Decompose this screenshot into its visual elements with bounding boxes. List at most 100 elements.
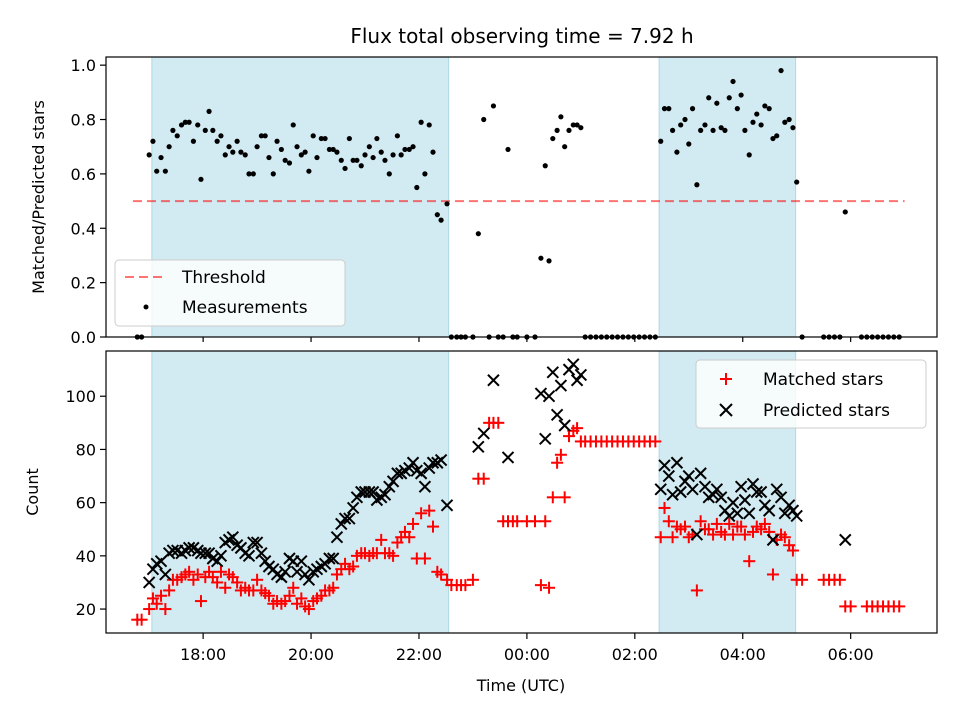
predicted-star-point — [743, 507, 756, 520]
legend-predicted-label: Predicted stars — [763, 401, 890, 421]
matched-star-point — [327, 581, 340, 594]
matched-star-point — [796, 573, 809, 586]
matched-star-point — [662, 515, 675, 528]
matched-star-point — [251, 573, 264, 586]
measurement-point — [570, 122, 576, 128]
measurement-point — [438, 217, 444, 223]
predicted-star-point — [295, 554, 308, 568]
predicted-star-point — [778, 507, 792, 520]
measurement-point — [382, 157, 388, 163]
measurement-point — [562, 144, 568, 150]
measurement-point — [426, 122, 432, 128]
top-legend-box — [114, 259, 346, 327]
matched-star-point — [844, 600, 857, 613]
measurement-point — [310, 133, 316, 139]
measurement-point — [742, 127, 748, 133]
top-y-tick-label: 0.6 — [71, 165, 96, 184]
predicted-stars-series — [142, 358, 852, 589]
matched-star-point — [679, 520, 692, 533]
predicted-star-point — [839, 533, 852, 547]
predicted-star-point — [766, 533, 780, 547]
predicted-star-point — [166, 544, 180, 557]
predicted-star-point — [714, 491, 728, 504]
measurement-point — [154, 168, 160, 174]
measurement-point — [254, 144, 260, 150]
measurement-point — [566, 127, 572, 133]
measurement-point — [366, 144, 372, 150]
measurement-point — [262, 133, 268, 139]
matched-star-point — [231, 576, 244, 589]
matched-star-point — [211, 576, 224, 589]
predicted-star-point — [554, 379, 568, 392]
matched-star-point — [418, 552, 431, 565]
matched-star-point — [219, 581, 232, 594]
bottom-legend: Matched stars Predicted stars — [695, 359, 927, 429]
measurement-point — [358, 163, 364, 169]
measurement-point — [554, 127, 560, 133]
predicted-star-point — [226, 531, 240, 544]
matched-star-point — [375, 533, 388, 546]
matched-star-point — [347, 560, 360, 573]
measurement-point — [762, 103, 768, 109]
measurement-point — [286, 160, 293, 166]
x-tick-label: 02:00 — [612, 645, 658, 664]
measurement-point — [430, 149, 436, 155]
matched-star-point — [543, 581, 556, 594]
measurement-point — [306, 168, 312, 174]
matched-star-point — [551, 456, 564, 469]
measurement-point — [174, 133, 180, 139]
predicted-star-point — [343, 512, 356, 525]
matched-star-point — [143, 603, 156, 616]
predicted-star-point — [542, 390, 556, 403]
measurement-point — [354, 157, 360, 163]
matched-star-point — [658, 501, 671, 514]
measurement-point — [750, 119, 756, 125]
measurement-point — [546, 258, 552, 264]
matched-star-point — [283, 589, 296, 602]
predicted-star-point — [567, 358, 580, 371]
predicted-star-point — [690, 528, 704, 541]
predicted-star-point — [338, 512, 352, 525]
measurement-point — [689, 106, 696, 112]
predicted-star-point — [694, 467, 707, 480]
predicted-star-point — [330, 531, 344, 544]
measurement-point — [505, 146, 511, 153]
predicted-star-point — [550, 408, 564, 422]
matched-star-point — [477, 472, 490, 485]
measurement-point — [722, 127, 728, 133]
predicted-star-point — [414, 467, 428, 480]
measurement-point — [270, 171, 276, 177]
matched-star-point — [427, 520, 440, 533]
predicted-star-point — [335, 517, 348, 531]
matched-star-point — [492, 416, 505, 429]
matched-star-point — [707, 528, 720, 541]
measurement-point — [246, 171, 252, 177]
measurement-point — [770, 135, 776, 142]
matched-star-point — [295, 592, 308, 605]
predicted-star-point — [210, 554, 224, 568]
predicted-star-point — [762, 504, 776, 517]
legend-predicted-swatch — [719, 403, 733, 417]
predicted-star-point — [670, 456, 684, 469]
matched-star-point — [649, 435, 662, 448]
measurement-point — [178, 122, 185, 128]
measurement-point — [394, 133, 400, 139]
predicted-star-point — [440, 499, 454, 512]
legend-measurements-label: Measurements — [182, 298, 308, 318]
predicted-star-point — [723, 509, 736, 523]
measurement-point — [258, 133, 265, 139]
predicted-star-point — [546, 366, 560, 379]
predicted-star-point — [426, 456, 440, 469]
predicted-star-point — [159, 568, 172, 581]
matched-star-point — [723, 517, 736, 530]
measurement-point — [402, 146, 408, 153]
predicted-star-point — [275, 570, 288, 584]
matched-star-point — [758, 517, 771, 530]
measurement-point — [481, 116, 487, 123]
measurement-point — [778, 67, 784, 74]
predicted-star-point — [662, 469, 676, 483]
top-observing-window-2 — [658, 56, 797, 338]
predicted-star-point — [323, 552, 336, 565]
predicted-star-point — [182, 541, 196, 555]
